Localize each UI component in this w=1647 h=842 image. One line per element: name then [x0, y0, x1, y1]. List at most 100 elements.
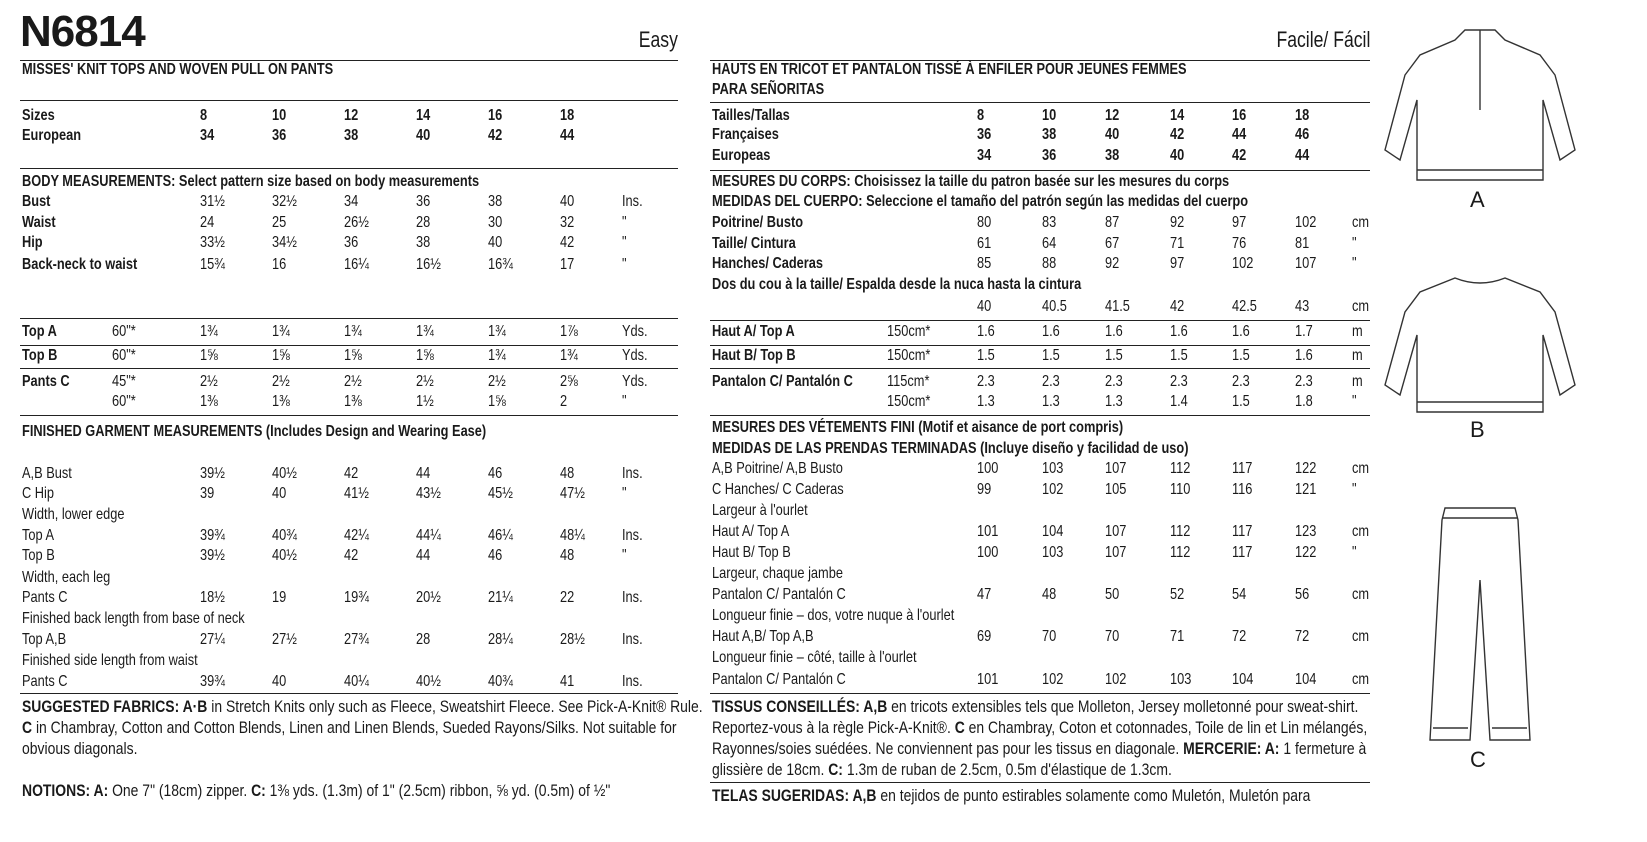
cell: 40	[977, 298, 992, 315]
cell: 107	[1105, 523, 1127, 540]
view-label: C	[1470, 747, 1486, 772]
row-label: Largeur à l'ourlet	[712, 502, 808, 519]
section-heading: MEDIDAS DEL CUERPO: Seleccione el tamaño…	[712, 193, 1249, 210]
cell: 1.3	[1042, 393, 1060, 410]
cell: 40½	[416, 673, 441, 690]
cell: 1¾	[560, 347, 578, 364]
cell: 1¾	[344, 323, 362, 340]
cell: 27¼	[200, 631, 225, 648]
cell: 39½	[200, 547, 225, 564]
view-label: B	[1470, 417, 1485, 442]
cell: 40.5	[1042, 298, 1067, 315]
cell: 69	[977, 628, 992, 645]
cell: 87	[1105, 214, 1120, 231]
cell: 28½	[560, 631, 585, 648]
cell: 28	[416, 214, 431, 231]
unit: Ins.	[622, 193, 643, 210]
cell: 105	[1105, 481, 1127, 498]
cell: 102	[1042, 481, 1064, 498]
cell: 1.3	[1105, 393, 1123, 410]
cell: 44	[1295, 147, 1310, 164]
cell: 42.5	[1232, 298, 1257, 315]
cell: 2⅝	[560, 373, 578, 390]
cell: 16¾	[488, 256, 513, 273]
text-run: 1 fermeture à glissière de 18cm.	[712, 739, 1367, 779]
unit: "	[622, 214, 627, 231]
unit: "	[622, 485, 627, 502]
cell: 40	[272, 673, 287, 690]
text-run: en tricots extensibles tels que Molleton…	[712, 697, 1359, 737]
rule	[20, 168, 678, 169]
cell: 102	[1295, 214, 1317, 231]
section-heading: Dos du cou à la taille/ Espalda desde la…	[712, 276, 1082, 293]
cell: 101	[977, 523, 999, 540]
cell: 107	[1295, 255, 1317, 272]
cell: 42	[344, 547, 359, 564]
row-label: Taille/ Cintura	[712, 235, 796, 252]
cell: 38	[416, 234, 431, 251]
cell: 71	[1170, 628, 1185, 645]
rule	[20, 345, 678, 346]
cell: 40¾	[272, 527, 297, 544]
rule	[710, 782, 1370, 783]
unit: "	[1352, 255, 1357, 272]
cell: 39½	[200, 465, 225, 482]
view-b-drawing	[1384, 277, 1576, 413]
cell: 1¾	[200, 323, 218, 340]
cell: 1⅝	[416, 347, 434, 364]
unit: m	[1352, 347, 1363, 364]
cell: 100	[977, 460, 999, 477]
cell: 1¾	[272, 323, 290, 340]
cell: 16	[272, 256, 287, 273]
cell: 18½	[200, 589, 225, 606]
cell: 22	[560, 589, 575, 606]
section-heading: MEDIDAS DE LAS PRENDAS TERMINADAS (Inclu…	[712, 440, 1189, 457]
cell: 39	[200, 485, 215, 502]
cell: 27½	[272, 631, 297, 648]
unit: "	[622, 234, 627, 251]
unit: "	[622, 547, 627, 564]
cell: 40½	[272, 465, 297, 482]
text-run: 1⅜ yds. (1.3m) of 1" (2.5cm) ribbon, ⅝ y…	[265, 781, 611, 800]
cell: 121	[1295, 481, 1317, 498]
unit: cm	[1352, 298, 1370, 315]
difficulty: Facile/ Fácil	[1276, 27, 1370, 52]
unit: cm	[1352, 523, 1370, 540]
cell: 1.5	[1170, 347, 1188, 364]
cell: 15¾	[200, 256, 225, 273]
cell: 39¾	[200, 673, 225, 690]
text-run: TISSUS CONSEILLÉS: A,B	[712, 697, 888, 716]
cell: 101	[977, 671, 999, 688]
row-label: Width, each leg	[22, 569, 111, 586]
cell: 47½	[560, 485, 585, 502]
cell: 40¼	[344, 673, 369, 690]
cell: 43	[1295, 298, 1310, 315]
cell: 41	[560, 673, 575, 690]
section-heading: FINISHED GARMENT MEASUREMENTS (Includes …	[22, 423, 487, 440]
row-label: Pants C	[22, 673, 68, 690]
unit: "	[1352, 393, 1357, 410]
cell: 2.3	[1042, 373, 1060, 390]
cell: 38	[1042, 126, 1057, 143]
cell: 8	[200, 107, 208, 124]
cell: 16	[488, 107, 503, 124]
cell: 81	[1295, 235, 1310, 252]
cell: 1⅝	[272, 347, 290, 364]
unit: "	[622, 393, 627, 410]
cell: 72	[1232, 628, 1247, 645]
row-label: European	[22, 127, 82, 144]
unit: "	[622, 256, 627, 273]
cell: 18	[1295, 107, 1310, 124]
cell: 18	[560, 107, 575, 124]
row-label: Sizes	[22, 107, 55, 124]
cell: 40	[1105, 126, 1120, 143]
cell: 40	[272, 485, 287, 502]
text-run: C:	[828, 760, 843, 779]
row-label: Width, lower edge	[22, 506, 125, 523]
cell: 1.5	[1232, 347, 1250, 364]
cell: 76	[1232, 235, 1247, 252]
cell: 92	[1105, 255, 1120, 272]
row-label: Pants C	[22, 589, 68, 606]
cell: 1.6	[1295, 347, 1313, 364]
cell: 34	[977, 147, 992, 164]
